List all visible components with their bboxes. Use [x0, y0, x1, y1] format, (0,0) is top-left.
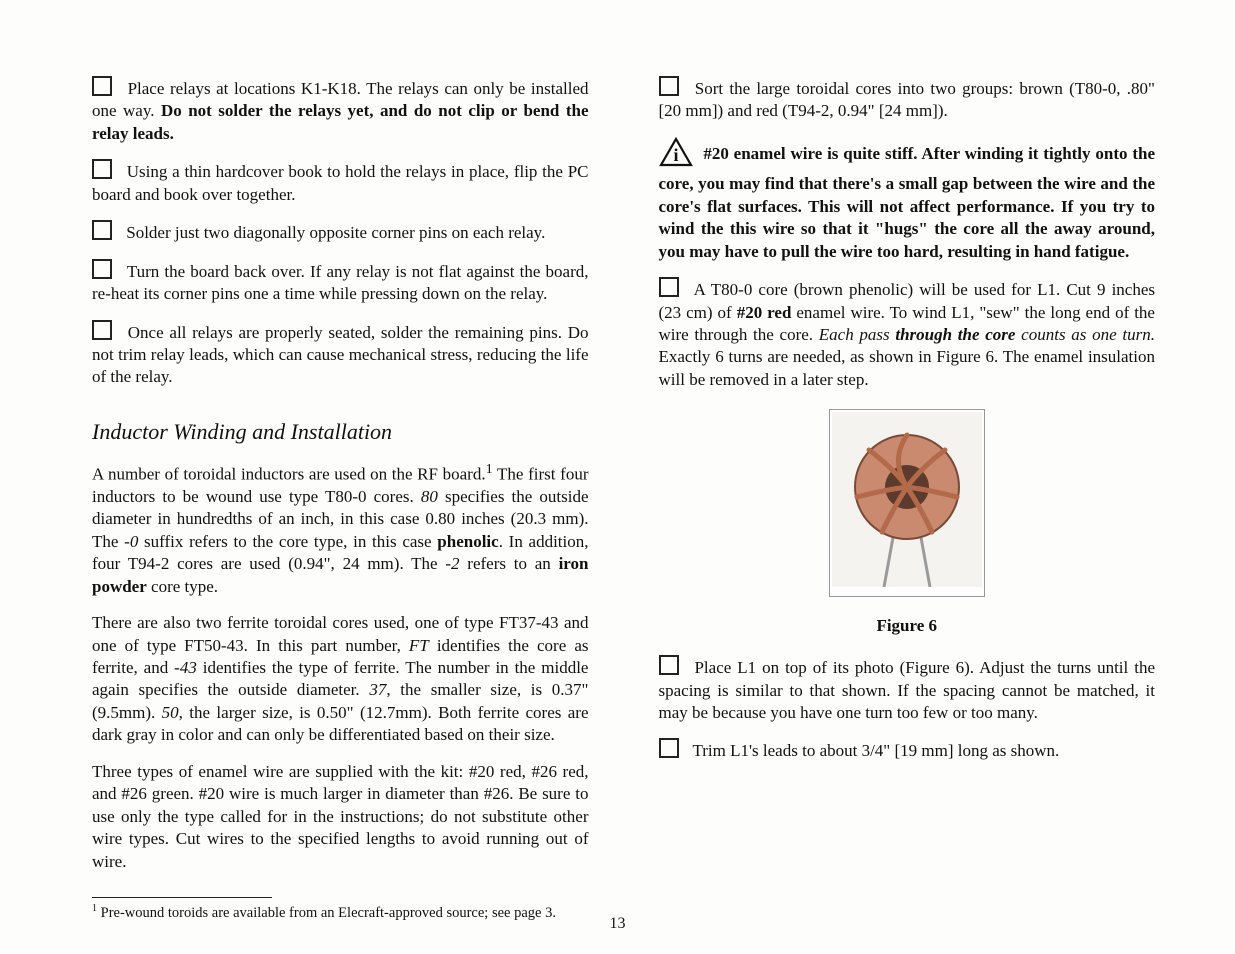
text-italic: FT [409, 636, 429, 655]
text: A number of toroidal inductors are used … [92, 465, 486, 484]
checkbox-icon [92, 220, 112, 240]
toroid-image [829, 409, 985, 596]
text-italic: counts as one turn. [1015, 325, 1155, 344]
figure-caption: Figure 6 [659, 615, 1156, 637]
step-sort-cores: Sort the large toroidal cores into two g… [659, 76, 1156, 123]
checkbox-icon [659, 655, 679, 675]
text-italic: -2 [445, 554, 459, 573]
svg-text:i: i [673, 145, 678, 165]
text: Once all relays are properly seated, sol… [92, 323, 589, 387]
inductor-intro-p2: There are also two ferrite toroidal core… [92, 612, 589, 747]
step-solder-corners: Solder just two diagonally opposite corn… [92, 220, 589, 244]
info-text: #20 enamel wire is quite stiff. After wi… [659, 144, 1156, 261]
section-heading: Inductor Winding and Installation [92, 417, 589, 446]
text-italic: -43 [174, 658, 197, 677]
footnote-ref: 1 [486, 461, 493, 477]
text: Using a thin hardcover book to hold the … [92, 162, 589, 203]
left-column: Place relays at locations K1-K18. The re… [92, 76, 589, 923]
text: Place L1 on top of its photo (Figure 6).… [659, 658, 1156, 722]
page-number: 13 [0, 913, 1235, 934]
step-flip-board: Using a thin hardcover book to hold the … [92, 159, 589, 206]
page: Place relays at locations K1-K18. The re… [0, 0, 1235, 953]
footnote-rule [92, 897, 272, 898]
inductor-intro-p1: A number of toroidal inductors are used … [92, 460, 589, 598]
info-icon: i [659, 137, 693, 173]
inductor-intro-p3: Three types of enamel wire are supplied … [92, 761, 589, 873]
text: Exactly 6 turns are needed, as shown in … [659, 347, 1156, 388]
text-bold: Do not solder the relays yet, and do not… [92, 101, 589, 142]
step-solder-remaining: Once all relays are properly seated, sol… [92, 320, 589, 389]
checkbox-icon [92, 259, 112, 279]
info-note: i #20 enamel wire is quite stiff. After … [659, 137, 1156, 263]
text-bold: phenolic [437, 532, 498, 551]
figure-6 [659, 409, 1156, 596]
text-bold: #20 red [737, 303, 792, 322]
text-italic: 50 [162, 703, 179, 722]
step-trim-l1: Trim L1's leads to about 3/4" [19 mm] lo… [659, 738, 1156, 762]
checkbox-icon [92, 320, 112, 340]
text-bold-italic: through the core [895, 325, 1015, 344]
text: Sort the large toroidal cores into two g… [659, 79, 1156, 120]
step-reseat: Turn the board back over. If any relay i… [92, 259, 589, 306]
text-italic: Each pass [819, 325, 896, 344]
step-place-relays: Place relays at locations K1-K18. The re… [92, 76, 589, 145]
checkbox-icon [659, 76, 679, 96]
text: suffix refers to the core type, in this … [138, 532, 437, 551]
text: refers to an [460, 554, 559, 573]
checkbox-icon [92, 76, 112, 96]
step-wind-l1: A T80-0 core (brown phenolic) will be us… [659, 277, 1156, 391]
checkbox-icon [92, 159, 112, 179]
text: Turn the board back over. If any relay i… [92, 262, 589, 303]
text-italic: 80 [421, 487, 438, 506]
step-place-l1: Place L1 on top of its photo (Figure 6).… [659, 655, 1156, 724]
text-italic: -0 [124, 532, 138, 551]
checkbox-icon [659, 277, 679, 297]
text: core type. [147, 577, 218, 596]
checkbox-icon [659, 738, 679, 758]
right-column: Sort the large toroidal cores into two g… [659, 76, 1156, 923]
text: Solder just two diagonally opposite corn… [126, 223, 545, 242]
text: Trim L1's leads to about 3/4" [19 mm] lo… [692, 741, 1059, 760]
text-italic: 37 [369, 680, 386, 699]
